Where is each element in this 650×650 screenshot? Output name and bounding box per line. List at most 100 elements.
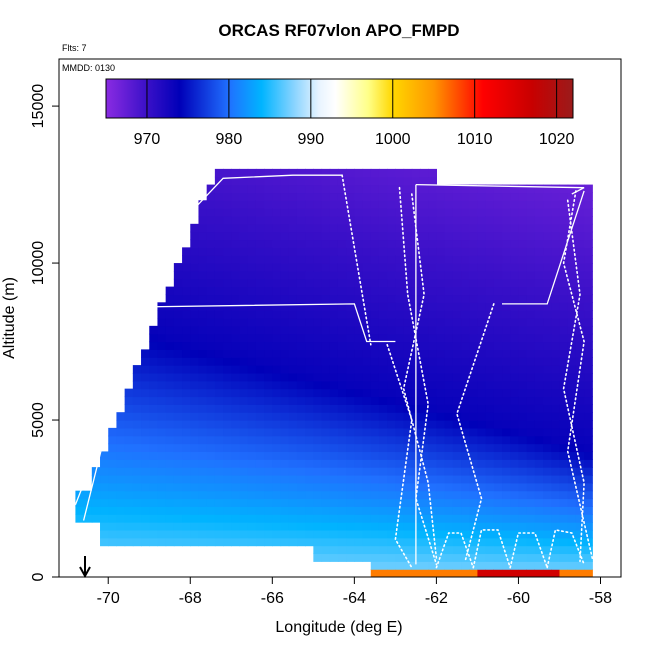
heat-cell [108, 514, 118, 523]
heat-cell [173, 357, 183, 366]
heat-cell [543, 404, 552, 413]
heat-cell [165, 467, 175, 476]
heat-cell [559, 270, 569, 280]
heat-cell [157, 482, 167, 492]
heat-cell [485, 325, 495, 335]
heat-cell [559, 223, 569, 233]
heat-cell [526, 514, 536, 523]
heat-cell [157, 349, 167, 358]
heat-cell [526, 435, 536, 445]
heat-cell [502, 223, 511, 233]
heat-cell [157, 514, 167, 523]
heat-cell [378, 318, 388, 327]
plot-frame [58, 58, 622, 578]
heat-cell [518, 341, 528, 350]
heat-cell [559, 365, 569, 374]
heat-cell [428, 247, 437, 256]
heat-cell [264, 474, 273, 484]
heat-cell [337, 522, 347, 531]
heat-cell [223, 176, 232, 186]
heat-cell [370, 278, 380, 288]
heat-cell [313, 168, 323, 178]
heat-cell [469, 498, 479, 507]
heat-cell [502, 278, 511, 288]
heat-cell [567, 412, 577, 421]
heat-cell [444, 341, 454, 350]
heat-cell [584, 231, 593, 241]
heat-cell [452, 404, 462, 413]
heat-cell [190, 412, 200, 421]
heat-cell [518, 545, 528, 555]
heat-cell [223, 451, 232, 460]
heat-cell [551, 553, 561, 562]
heat-cell [518, 435, 528, 445]
heat-cell [288, 490, 298, 500]
heat-cell [362, 506, 372, 515]
heat-cell [370, 529, 380, 539]
heat-cell [157, 341, 167, 350]
heat-cell [214, 208, 224, 217]
heat-cell [502, 333, 511, 343]
heat-cell [559, 349, 569, 358]
heat-cell [288, 310, 298, 319]
heat-cell [502, 529, 511, 539]
heat-cell [346, 270, 355, 280]
heat-cell [370, 200, 380, 209]
heat-cell [477, 215, 487, 225]
heat-cell [239, 380, 249, 390]
heat-cell [132, 482, 142, 492]
heat-cell [403, 467, 413, 476]
flight-track [74, 174, 343, 506]
heat-cell [313, 208, 323, 217]
heat-cell [337, 459, 347, 468]
heat-cell [165, 506, 175, 515]
heat-cell [452, 208, 462, 217]
heat-cell [214, 286, 224, 296]
heat-cell [214, 239, 224, 248]
heat-cell [502, 569, 511, 577]
heat-cell [124, 435, 134, 445]
heat-cell [518, 318, 528, 327]
heat-cell [206, 239, 216, 248]
heat-cell [362, 522, 372, 531]
heat-cell [534, 569, 544, 577]
heat-cell [370, 310, 380, 319]
heat-cell [149, 498, 159, 507]
heat-cell [526, 223, 536, 233]
heat-cell [214, 168, 224, 178]
heat-cell [198, 380, 208, 390]
heat-cell [370, 184, 380, 194]
heat-cell [387, 333, 396, 343]
heat-cell [346, 427, 355, 437]
heat-cell [149, 490, 159, 500]
heat-cell [231, 522, 241, 531]
heat-cell [247, 208, 257, 217]
heat-cell [264, 341, 273, 350]
heat-cell [485, 522, 495, 531]
heat-cell [444, 388, 454, 398]
heat-cell [461, 341, 470, 350]
heat-cell [518, 569, 528, 577]
heat-cell [395, 365, 405, 374]
heat-cell [296, 459, 306, 468]
heat-cell [255, 325, 265, 335]
heat-cell [387, 388, 396, 398]
heat-cell [337, 192, 347, 201]
heat-cell [280, 294, 290, 303]
heat-cell [173, 270, 183, 280]
heat-cell [182, 474, 191, 484]
heat-cell [157, 365, 167, 374]
heat-cell [575, 380, 585, 390]
heat-cell [346, 341, 355, 350]
heat-cell [461, 514, 470, 523]
colorbar-tick-label: 980 [216, 131, 243, 148]
heat-cell [272, 200, 282, 209]
heat-cell [346, 514, 355, 523]
heat-cell [395, 247, 405, 256]
heat-cell [296, 341, 306, 350]
heat-cell [502, 553, 511, 562]
heat-cell [280, 286, 290, 296]
heat-cell [280, 357, 290, 366]
heat-cell [346, 388, 355, 398]
heat-cell [264, 404, 273, 413]
